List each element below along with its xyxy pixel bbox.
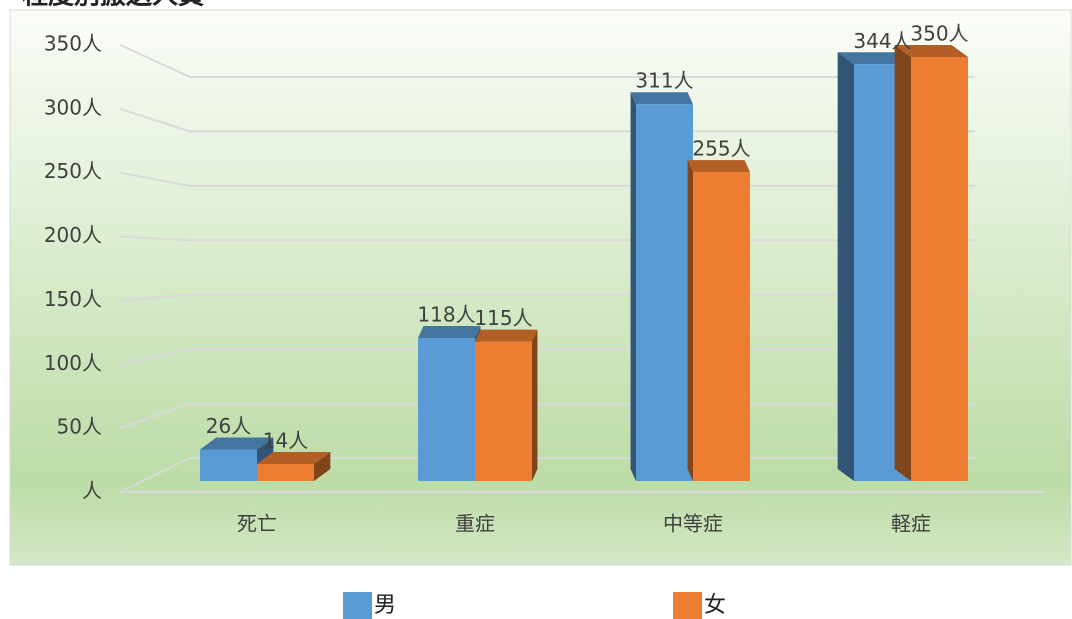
y-tick-label: 150人 bbox=[44, 287, 102, 311]
bar-top bbox=[630, 92, 693, 105]
bar-top bbox=[475, 329, 538, 342]
bar bbox=[200, 449, 257, 481]
chart-title: 程度別搬送人員 bbox=[22, 0, 204, 11]
data-label: 255人 bbox=[692, 137, 750, 161]
bar-top bbox=[257, 452, 331, 465]
y-tick-label: 人 bbox=[82, 479, 102, 503]
data-label: 26人 bbox=[206, 414, 251, 438]
data-label: 14人 bbox=[263, 429, 308, 453]
bar-top bbox=[200, 437, 274, 450]
legend-swatch bbox=[343, 592, 372, 619]
bar bbox=[475, 341, 532, 481]
bar bbox=[257, 464, 314, 481]
bar-side bbox=[894, 45, 911, 481]
bar bbox=[418, 338, 475, 481]
x-tick-label: 重症 bbox=[455, 512, 495, 536]
bar-top bbox=[837, 52, 911, 65]
x-tick-label: 死亡 bbox=[237, 512, 277, 536]
y-tick-label: 300人 bbox=[44, 95, 102, 119]
bar-side bbox=[630, 92, 636, 481]
bar-side bbox=[687, 160, 693, 482]
y-tick-label: 50人 bbox=[57, 415, 102, 439]
data-label: 344人 bbox=[853, 29, 911, 53]
y-tick-label: 350人 bbox=[44, 32, 102, 56]
legend-label: 女 bbox=[704, 593, 726, 618]
y-tick-label: 250人 bbox=[44, 159, 102, 183]
legend-swatch bbox=[673, 592, 702, 619]
y-tick-label: 200人 bbox=[44, 223, 102, 247]
bar-top bbox=[418, 326, 481, 339]
bar bbox=[636, 104, 693, 481]
x-tick-label: 軽症 bbox=[891, 512, 931, 536]
data-label: 311人 bbox=[635, 69, 693, 93]
bar-side bbox=[532, 329, 538, 481]
bar-top bbox=[894, 45, 968, 57]
bar-side bbox=[837, 52, 854, 482]
data-label: 115人 bbox=[474, 306, 532, 330]
bar-top bbox=[687, 160, 750, 173]
bar bbox=[693, 172, 750, 482]
y-tick-label: 100人 bbox=[44, 351, 102, 375]
bar bbox=[911, 57, 968, 481]
data-label: 350人 bbox=[910, 22, 968, 46]
bar-side bbox=[314, 452, 331, 481]
x-tick-label: 中等症 bbox=[663, 512, 723, 536]
grid-line bbox=[119, 44, 975, 78]
grid-line bbox=[119, 107, 975, 133]
legend-label: 男 bbox=[374, 593, 396, 618]
data-label: 118人 bbox=[417, 303, 475, 327]
